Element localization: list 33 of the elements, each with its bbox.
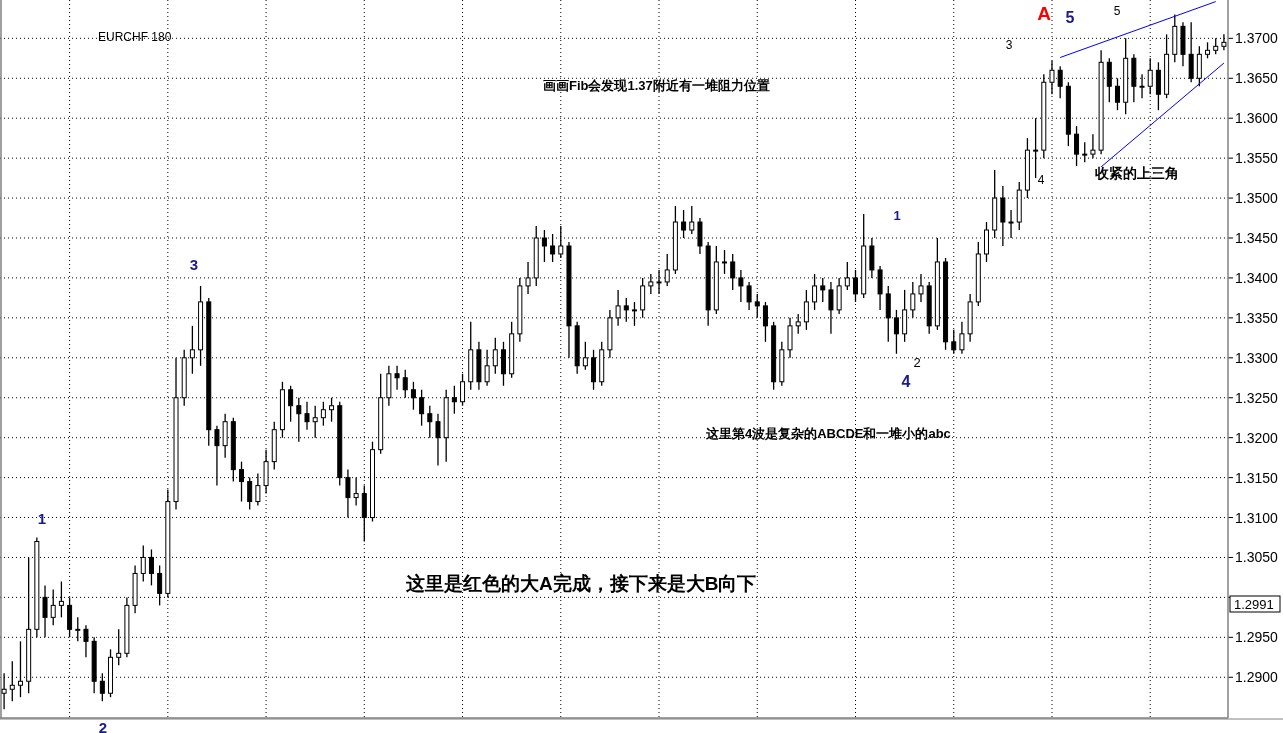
annotation: 画画Fib会发现1.37附近有一堆阻力位置 [543,78,770,93]
y-tick-label: 1.3650 [1235,70,1279,87]
y-tick-label: 1.3350 [1235,309,1279,326]
y-tick-label: 1.3700 [1235,30,1279,47]
y-tick-label: 1.2900 [1235,669,1279,686]
y-tick-label: 1.3250 [1235,389,1279,406]
annotation: 2 [98,719,108,733]
annotation: 1 [37,510,47,527]
annotation: 这里第4波是复杂的ABCDE和一堆小的abc [706,426,951,441]
annotation: 4 [901,373,911,390]
annotation: 1 [893,208,901,223]
annotation: A [1037,3,1051,24]
annotation: 5 [1113,4,1121,18]
annotation: 这里是红色的大A完成，接下来是大B向下 [406,573,757,594]
y-tick-label: 1.3400 [1235,269,1279,286]
y-tick-label: 1.3300 [1235,349,1279,366]
y-tick-label: 1.2950 [1235,629,1279,646]
y-tick-label: 1.3150 [1235,469,1279,486]
y-tick-label: 1.3450 [1235,230,1279,246]
y-tick-label: 1.3550 [1235,150,1279,167]
annotation: EURCHF 180 [98,30,172,44]
annotation: 4 [1037,173,1045,187]
annotation: 2 [913,355,921,370]
annotation: 5 [1065,9,1075,26]
y-tick-label: 1.3100 [1235,509,1279,526]
annotation: 3 [1005,38,1013,52]
annotation: 1.2991 [1234,597,1274,612]
y-tick-label: 1.3600 [1235,110,1279,127]
y-tick-label: 1.3200 [1235,429,1279,446]
annotation: 3 [189,256,199,273]
annotation: 收紧的上三角 [1095,165,1179,181]
y-tick-label: 1.3050 [1235,549,1279,566]
y-tick-label: 1.3500 [1235,190,1279,207]
